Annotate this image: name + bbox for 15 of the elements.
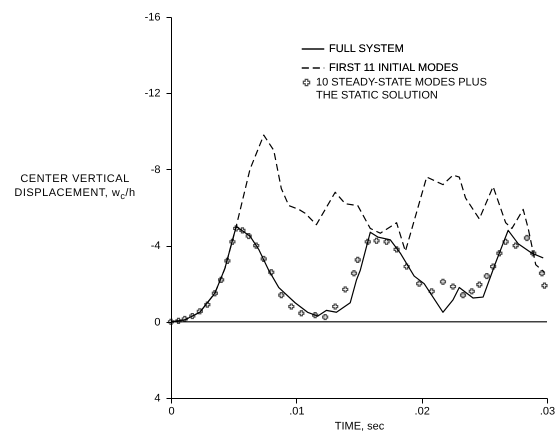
y-tick-label: -16 xyxy=(144,12,160,24)
x-tick-label: .03 xyxy=(540,406,556,418)
y-tick-label: -8 xyxy=(150,164,160,176)
legend-label: FULL SYSTEM xyxy=(329,43,404,55)
y-tick-label: -12 xyxy=(144,88,160,100)
y-axis-title: CENTER VERTICAL DISPLACEMENT, w$_{c}$/h xyxy=(13,172,137,204)
x-axis-title: TIME, sec xyxy=(334,420,385,432)
y-tick-label: -4 xyxy=(150,240,160,252)
legend-label: 10 STEADY-STATE MODES PLUS THE STATIC SOLUTION xyxy=(316,76,487,102)
y-tick-label: 0 xyxy=(154,316,160,328)
legend-label: FIRST 11 INITIAL MODES xyxy=(329,62,458,74)
y-tick-label: 4 xyxy=(154,392,160,404)
x-tick-label: .01 xyxy=(289,406,304,418)
x-tick-label: .02 xyxy=(414,406,430,418)
x-tick-label: 0 xyxy=(168,406,175,418)
